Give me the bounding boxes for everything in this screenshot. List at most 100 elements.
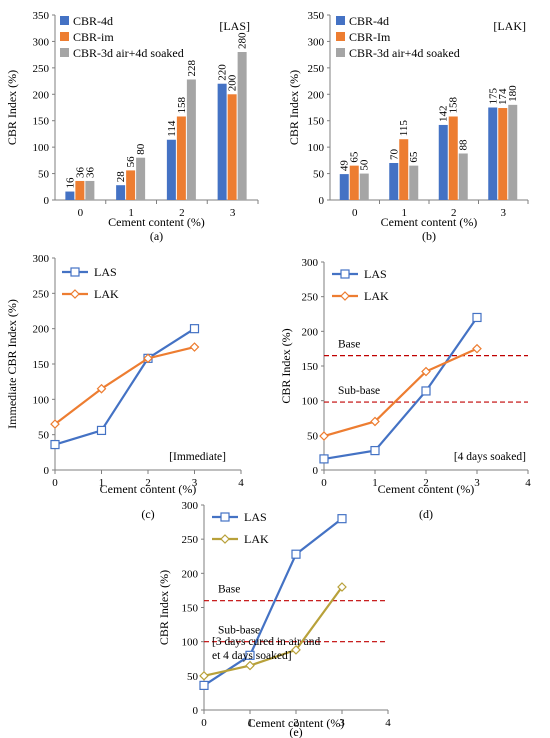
bar: [448, 116, 458, 200]
x-tick-label: 2: [179, 207, 185, 219]
panel-label: (e): [289, 725, 302, 738]
bar: [237, 52, 247, 200]
threshold-label: Sub-base: [338, 385, 380, 397]
x-tick-label: 0: [352, 207, 358, 219]
y-tick-label: 300: [302, 257, 319, 269]
y-axis-label: CBR Index (%): [5, 70, 19, 145]
bar: [136, 157, 146, 200]
data-label: 142: [438, 105, 450, 122]
data-point: [370, 445, 380, 456]
y-tick-label: 150: [33, 359, 50, 371]
data-point: [319, 454, 329, 464]
legend-swatch: [60, 48, 69, 57]
data-point: [50, 439, 60, 450]
bar: [359, 173, 369, 200]
bar: [166, 139, 176, 200]
panel-label: (d): [419, 507, 433, 521]
y-tick-label: 50: [187, 671, 199, 683]
bar: [458, 153, 468, 200]
y-tick-label: 100: [182, 637, 199, 649]
x-tick-label: 0: [78, 207, 84, 219]
chart-panel-e: 0 50 100 150 200 250 300 Cement content (%) CBR …: [157, 500, 391, 738]
data-point: [189, 342, 200, 352]
y-tick-label: 200: [182, 568, 199, 580]
y-tick-label: 350: [308, 10, 325, 22]
x-tick-label: 3: [192, 477, 198, 489]
x-axis-label: Cement content (%): [100, 482, 197, 496]
bar: [438, 124, 448, 200]
bar: [217, 83, 227, 200]
bar: [176, 116, 186, 200]
bar: [116, 185, 126, 200]
x-tick-label: 4: [238, 477, 244, 489]
data-label: 49: [339, 160, 351, 172]
bar: [339, 174, 349, 200]
data-point: [291, 549, 301, 559]
bar: [399, 139, 409, 200]
data-label: 180: [507, 85, 519, 102]
data-point: [472, 312, 482, 323]
y-tick-label: 250: [33, 63, 50, 75]
y-tick-label: 100: [308, 142, 325, 154]
data-point: [421, 386, 431, 396]
y-tick-label: 200: [33, 89, 50, 101]
data-point: [337, 582, 347, 592]
x-tick-label: 1: [402, 207, 408, 219]
bar: [75, 180, 85, 200]
legend-entry: CBR-Im: [349, 30, 391, 44]
y-tick-label: 150: [308, 116, 325, 128]
legend-entry: LAS: [364, 267, 387, 281]
legend-marker: [70, 289, 80, 299]
data-label: 280: [237, 32, 249, 49]
y-tick-label: 50: [38, 430, 50, 442]
y-tick-label: 0: [319, 195, 325, 207]
data-label: 200: [227, 74, 239, 91]
x-tick-label: 3: [501, 207, 507, 219]
legend-entry: CBR-im: [73, 30, 114, 44]
x-axis-label: Cement content (%): [248, 716, 345, 730]
legend-entry: LAS: [244, 510, 267, 524]
data-label: 175: [487, 88, 499, 105]
y-tick-label: 300: [33, 36, 50, 48]
data-label: 28: [115, 171, 127, 183]
x-tick-label: 4: [525, 477, 531, 489]
x-axis-label: Cement content (%): [381, 215, 478, 229]
data-point: [199, 670, 209, 681]
series-line: [323, 316, 478, 460]
x-tick-label: 1: [128, 207, 134, 219]
y-tick-label: 200: [33, 324, 50, 336]
x-tick-label: 0: [52, 477, 58, 489]
data-label: 50: [359, 159, 371, 171]
y-axis-label: CBR Index (%): [157, 570, 171, 645]
data-label: 36: [84, 166, 96, 178]
panel-note: [3 days cured in air and: [212, 636, 321, 648]
data-point: [291, 645, 301, 655]
panel-note: [4 days soaked]: [454, 451, 526, 463]
x-tick-label: 3: [474, 477, 480, 489]
data-point: [96, 383, 107, 394]
x-tick-label: 1: [247, 717, 253, 729]
data-label: 158: [176, 96, 188, 113]
data-label: 80: [135, 143, 147, 155]
bar: [508, 104, 518, 200]
x-tick-label: 2: [423, 477, 429, 489]
bar: [186, 79, 196, 200]
panel-note: et 4 days soaked]: [212, 650, 292, 662]
data-label: 65: [349, 151, 361, 163]
legend-entry: CBR-4d: [73, 14, 113, 28]
y-tick-label: 150: [33, 116, 50, 128]
legend-marker: [340, 269, 350, 279]
y-tick-label: 50: [38, 169, 50, 181]
data-point: [472, 343, 482, 354]
panel-label: (b): [422, 229, 436, 243]
series-line: [323, 347, 478, 438]
chart-panel-c: 0 50 100 150 200 250 300 Cement content (%) Imme…: [5, 253, 244, 521]
data-point: [189, 324, 200, 334]
x-tick-label: 3: [230, 207, 236, 219]
y-tick-label: 250: [302, 292, 319, 304]
panel-tag: [LAS]: [219, 19, 250, 33]
series-line: [203, 586, 343, 677]
data-label: 56: [125, 156, 137, 168]
